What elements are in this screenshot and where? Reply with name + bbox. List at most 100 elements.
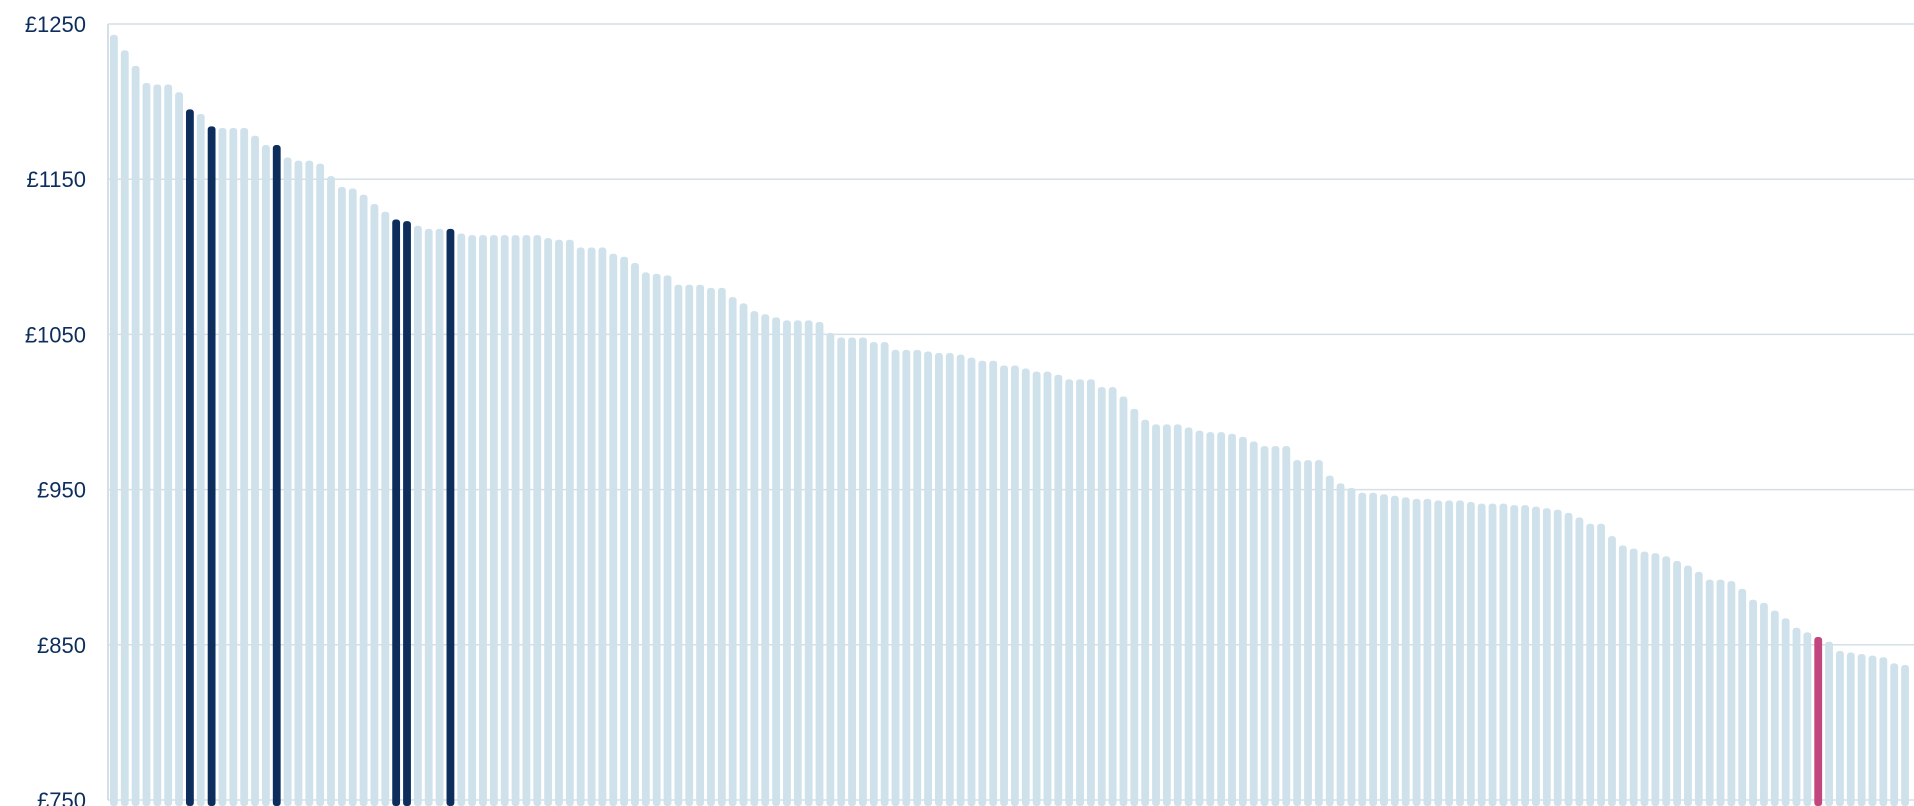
bar[interactable] xyxy=(511,235,520,806)
bar-accent[interactable] xyxy=(1814,637,1823,806)
bar[interactable] xyxy=(1195,430,1204,806)
bar[interactable] xyxy=(956,354,965,806)
bar[interactable] xyxy=(489,235,498,806)
bar[interactable] xyxy=(1890,663,1899,806)
bar[interactable] xyxy=(1727,581,1736,806)
bar[interactable] xyxy=(1738,588,1747,806)
bar[interactable] xyxy=(848,337,856,806)
bar[interactable] xyxy=(1586,523,1595,806)
bar[interactable] xyxy=(935,353,943,806)
bar[interactable] xyxy=(337,186,346,806)
bar[interactable] xyxy=(783,320,791,806)
bar[interactable] xyxy=(1097,387,1106,806)
bar-highlight[interactable] xyxy=(403,221,411,806)
bar[interactable] xyxy=(1825,641,1833,806)
bar[interactable] xyxy=(1260,446,1269,806)
bar[interactable] xyxy=(381,211,390,806)
bar[interactable] xyxy=(283,157,292,806)
bar[interactable] xyxy=(1857,654,1866,806)
bar[interactable] xyxy=(544,238,553,806)
bar[interactable] xyxy=(1390,495,1399,806)
bar[interactable] xyxy=(1445,500,1454,806)
bar[interactable] xyxy=(413,225,422,806)
bar[interactable] xyxy=(1532,506,1540,806)
bar[interactable] xyxy=(1651,553,1660,806)
bar[interactable] xyxy=(1618,545,1627,806)
bar[interactable] xyxy=(457,233,466,806)
bar[interactable] xyxy=(175,92,183,806)
bar[interactable] xyxy=(1271,446,1280,806)
bar-highlight[interactable] xyxy=(185,109,194,806)
bar[interactable] xyxy=(598,247,607,806)
bar[interactable] xyxy=(1684,565,1692,806)
bar[interactable] xyxy=(945,353,954,806)
bar[interactable] xyxy=(1401,497,1410,806)
bar[interactable] xyxy=(1466,502,1475,806)
bar[interactable] xyxy=(1238,436,1247,806)
bar[interactable] xyxy=(674,284,683,806)
bar[interactable] xyxy=(359,194,368,806)
bar[interactable] xyxy=(620,256,629,806)
bar[interactable] xyxy=(435,228,444,806)
bar[interactable] xyxy=(587,247,596,806)
bar[interactable] xyxy=(924,351,932,806)
bar[interactable] xyxy=(1608,536,1616,806)
bar-highlight[interactable] xyxy=(446,228,455,806)
bar[interactable] xyxy=(1184,427,1193,806)
bar[interactable] xyxy=(1325,475,1334,806)
bar[interactable] xyxy=(696,284,705,806)
bar[interactable] xyxy=(1629,548,1638,806)
bar[interactable] xyxy=(1293,460,1302,806)
bar[interactable] xyxy=(1108,387,1117,806)
bar[interactable] xyxy=(533,235,542,806)
bar[interactable] xyxy=(717,287,726,806)
bar[interactable] xyxy=(251,135,259,806)
bar[interactable] xyxy=(707,287,715,806)
bar[interactable] xyxy=(1488,503,1497,806)
bar-highlight[interactable] xyxy=(392,219,401,806)
bar[interactable] xyxy=(555,239,563,806)
bar[interactable] xyxy=(1499,503,1508,806)
bar[interactable] xyxy=(967,357,976,806)
bar[interactable] xyxy=(370,204,379,806)
bar[interactable] xyxy=(913,349,922,806)
bar[interactable] xyxy=(978,360,987,806)
bar[interactable] xyxy=(522,235,531,806)
bar[interactable] xyxy=(663,275,672,806)
bar[interactable] xyxy=(1781,618,1790,806)
bar[interactable] xyxy=(1336,483,1345,806)
bar[interactable] xyxy=(1716,579,1725,806)
bar[interactable] xyxy=(1640,551,1649,806)
bar[interactable] xyxy=(631,263,639,806)
bar[interactable] xyxy=(1542,508,1551,806)
bar[interactable] xyxy=(479,235,487,806)
bar[interactable] xyxy=(1564,512,1573,806)
bar[interactable] xyxy=(1836,651,1844,806)
bar[interactable] xyxy=(1358,492,1367,806)
bar[interactable] xyxy=(1868,655,1877,806)
bar[interactable] xyxy=(120,50,129,806)
bar[interactable] xyxy=(1423,498,1432,806)
bar[interactable] xyxy=(1694,571,1703,806)
bar[interactable] xyxy=(1347,488,1356,806)
bar[interactable] xyxy=(196,114,205,806)
bar[interactable] xyxy=(609,253,618,806)
bar[interactable] xyxy=(826,332,835,806)
bar[interactable] xyxy=(1770,610,1779,806)
bar[interactable] xyxy=(153,84,162,806)
bar[interactable] xyxy=(1011,365,1019,806)
bar[interactable] xyxy=(1705,579,1714,806)
bar[interactable] xyxy=(316,163,325,806)
bar[interactable] xyxy=(1597,523,1606,806)
bar[interactable] xyxy=(880,342,889,806)
bar[interactable] xyxy=(110,34,118,806)
bar-highlight[interactable] xyxy=(207,126,216,806)
bar[interactable] xyxy=(1901,664,1909,806)
bar[interactable] xyxy=(261,145,270,806)
bar[interactable] xyxy=(1846,652,1855,806)
bar[interactable] xyxy=(1456,500,1464,806)
bar[interactable] xyxy=(1749,599,1757,806)
bar[interactable] xyxy=(1412,498,1421,806)
bar[interactable] xyxy=(1228,433,1236,806)
bar[interactable] xyxy=(294,160,303,806)
